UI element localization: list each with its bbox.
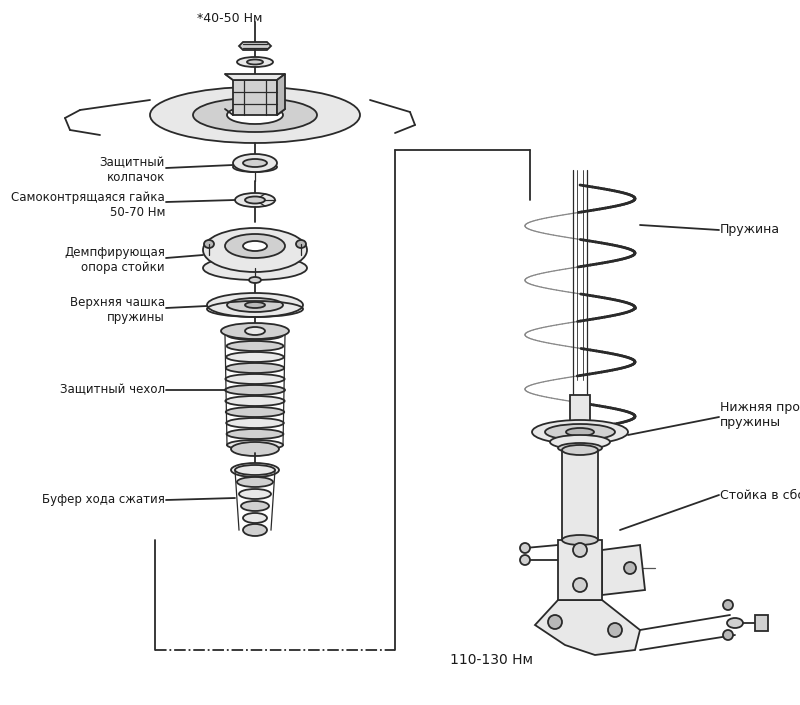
Ellipse shape xyxy=(243,159,267,167)
Polygon shape xyxy=(755,615,768,631)
Text: Стойка в сборе: Стойка в сборе xyxy=(720,489,800,501)
Ellipse shape xyxy=(226,429,283,439)
Ellipse shape xyxy=(520,543,530,553)
Ellipse shape xyxy=(624,562,636,574)
Ellipse shape xyxy=(233,154,277,172)
Ellipse shape xyxy=(727,618,743,628)
Polygon shape xyxy=(602,545,645,595)
Ellipse shape xyxy=(227,330,283,340)
Ellipse shape xyxy=(226,352,284,362)
Bar xyxy=(233,80,277,115)
Ellipse shape xyxy=(203,228,307,272)
Ellipse shape xyxy=(227,440,283,450)
Ellipse shape xyxy=(723,600,733,610)
Ellipse shape xyxy=(558,443,602,453)
Ellipse shape xyxy=(247,467,263,473)
Ellipse shape xyxy=(243,241,267,251)
Ellipse shape xyxy=(245,327,265,335)
Ellipse shape xyxy=(207,293,303,317)
Ellipse shape xyxy=(150,87,360,143)
Ellipse shape xyxy=(548,615,562,629)
Ellipse shape xyxy=(241,501,269,511)
Bar xyxy=(570,395,590,450)
Ellipse shape xyxy=(545,424,615,440)
Polygon shape xyxy=(535,600,640,655)
Ellipse shape xyxy=(235,193,275,207)
Ellipse shape xyxy=(532,420,628,444)
Text: Верхняя чашка
пружины: Верхняя чашка пружины xyxy=(70,296,165,324)
Ellipse shape xyxy=(225,385,285,395)
Ellipse shape xyxy=(226,396,285,406)
Ellipse shape xyxy=(226,374,285,384)
Bar xyxy=(562,450,598,540)
Ellipse shape xyxy=(562,445,598,455)
Ellipse shape xyxy=(723,630,733,640)
Ellipse shape xyxy=(235,465,275,475)
Ellipse shape xyxy=(226,363,284,373)
Ellipse shape xyxy=(227,106,283,124)
Ellipse shape xyxy=(239,489,271,499)
Ellipse shape xyxy=(204,240,214,248)
Ellipse shape xyxy=(520,555,530,565)
Ellipse shape xyxy=(231,463,279,477)
Ellipse shape xyxy=(243,524,267,536)
Ellipse shape xyxy=(231,442,279,456)
Ellipse shape xyxy=(233,162,277,172)
Ellipse shape xyxy=(221,323,289,339)
Ellipse shape xyxy=(193,98,317,132)
Polygon shape xyxy=(225,74,285,80)
Ellipse shape xyxy=(237,477,273,487)
Ellipse shape xyxy=(226,341,283,351)
Ellipse shape xyxy=(566,428,594,436)
Ellipse shape xyxy=(550,435,610,449)
Ellipse shape xyxy=(226,418,284,428)
Text: Пружина: Пружина xyxy=(720,223,780,236)
Polygon shape xyxy=(239,42,271,50)
Ellipse shape xyxy=(573,543,587,557)
Text: Нижняя проставка
пружины: Нижняя проставка пружины xyxy=(720,401,800,429)
Ellipse shape xyxy=(225,234,285,258)
Ellipse shape xyxy=(245,525,265,535)
Ellipse shape xyxy=(247,59,263,64)
Ellipse shape xyxy=(249,277,261,283)
Polygon shape xyxy=(277,74,285,115)
Bar xyxy=(558,540,602,600)
Text: 110-130 Нм: 110-130 Нм xyxy=(450,653,533,667)
Text: *40-50 Нм: *40-50 Нм xyxy=(198,12,262,25)
Ellipse shape xyxy=(245,197,265,204)
Ellipse shape xyxy=(573,578,587,592)
Ellipse shape xyxy=(227,298,283,312)
Ellipse shape xyxy=(562,535,598,545)
Text: Защитный чехол: Защитный чехол xyxy=(60,384,165,396)
Text: Защитный
колпачок: Защитный колпачок xyxy=(100,156,165,184)
Ellipse shape xyxy=(226,407,284,417)
Text: Буфер хода сжатия: Буфер хода сжатия xyxy=(42,493,165,506)
Ellipse shape xyxy=(243,513,267,523)
Text: Самоконтрящаяся гайка
50-70 Нм: Самоконтрящаяся гайка 50-70 Нм xyxy=(11,191,165,219)
Ellipse shape xyxy=(237,57,273,67)
Text: Демпфирующая
опора стойки: Демпфирующая опора стойки xyxy=(64,246,165,274)
Ellipse shape xyxy=(608,623,622,637)
Ellipse shape xyxy=(296,240,306,248)
Ellipse shape xyxy=(203,256,307,280)
Ellipse shape xyxy=(245,302,265,308)
